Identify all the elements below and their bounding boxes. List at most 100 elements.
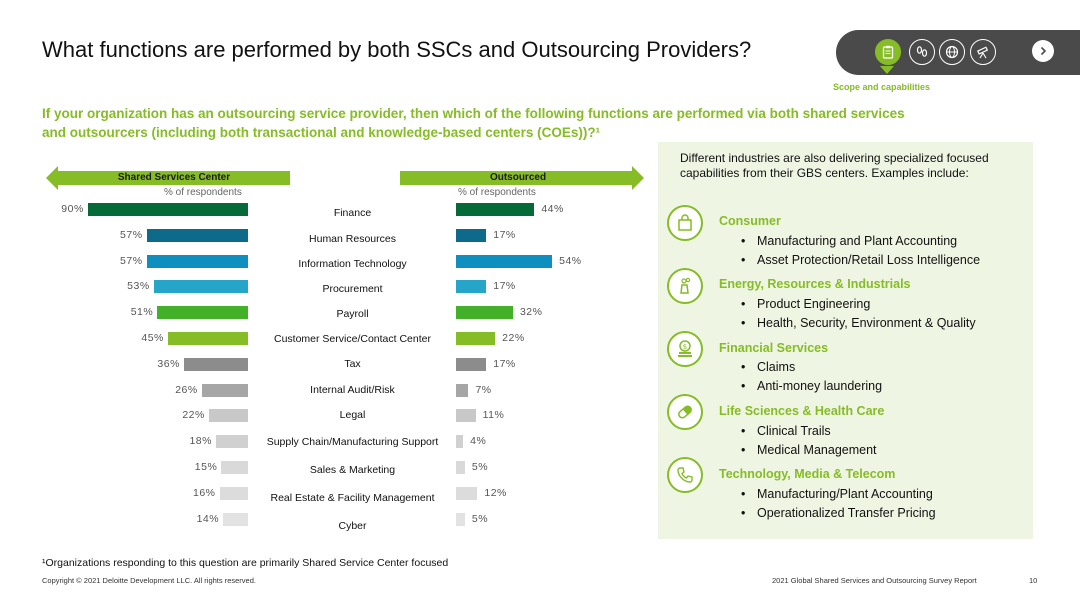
category-label: Finance — [333, 207, 372, 219]
ssc-value-label: 14% — [196, 512, 220, 525]
industry-item: Asset Protection/Retail Loss Intelligenc… — [741, 253, 980, 267]
outsourced-bar — [456, 203, 535, 216]
outsourced-value-label: 22% — [502, 332, 525, 344]
outsourced-value-label: 54% — [559, 254, 582, 267]
outsourced-header-label: Outsourced — [489, 172, 547, 183]
industry-title: Life Sciences & Health Care — [719, 404, 885, 418]
outsourced-bar — [456, 228, 487, 242]
money-icon: $ — [667, 331, 703, 367]
report-title: 2021 Global Shared Services and Outsourc… — [772, 576, 977, 585]
category-label: Payroll — [336, 308, 369, 320]
ssc-value-label: 57% — [120, 254, 143, 267]
industry-item: Manufacturing/Plant Accounting — [741, 487, 933, 501]
industry-item: Anti-money laundering — [741, 379, 882, 393]
outsourced-bar — [456, 332, 496, 345]
ssc-bar — [219, 486, 248, 500]
ssc-bar — [221, 461, 248, 474]
svg-text:$: $ — [683, 343, 687, 351]
panel-intro: Different industries are also delivering… — [680, 151, 989, 180]
outsourced-value-label: 17% — [493, 357, 516, 370]
industry-title: Consumer — [719, 214, 781, 228]
shopping-bag-icon — [667, 205, 703, 241]
factory-icon — [667, 268, 703, 304]
outsourced-value-label: 44% — [541, 203, 564, 215]
outsourced-value-label: 17% — [493, 228, 516, 241]
outsourced-value-label: 5% — [471, 461, 489, 473]
ssc-value-label: 45% — [141, 332, 164, 344]
outsourced-bar — [456, 461, 465, 474]
ssc-value-label: 57% — [120, 228, 143, 241]
ssc-bar — [215, 435, 248, 449]
category-label: Internal Audit/Risk — [310, 384, 395, 396]
outsourced-bar — [456, 280, 487, 294]
ssc-bar — [157, 306, 248, 320]
category-label: Customer Service/Contact Center — [274, 333, 431, 345]
outsourced-value-label: 17% — [493, 280, 516, 293]
industry-title: Energy, Resources & Industrials — [719, 277, 911, 291]
ssc-bar — [87, 203, 248, 216]
industry-panel — [658, 142, 1033, 539]
category-label: Information Technology — [298, 258, 407, 270]
ssc-value-label: 26% — [175, 383, 198, 396]
outsourced-bar — [456, 486, 478, 500]
outsourced-bar — [456, 512, 465, 526]
industry-item: Operationalized Transfer Pricing — [741, 506, 936, 520]
industry-title: Technology, Media & Telecom — [719, 467, 896, 481]
ssc-subheader: % of respondents — [164, 187, 242, 198]
ssc-value-label: 16% — [193, 486, 216, 499]
copyright: Copyright © 2021 Deloitte Development LL… — [42, 576, 256, 585]
outsourced-bar — [456, 435, 464, 449]
category-label: Tax — [344, 358, 361, 370]
ssc-bar — [146, 254, 248, 268]
outsourced-value-label: 11% — [482, 409, 505, 422]
ssc-value-label: 18% — [189, 435, 212, 448]
outsourced-subheader: % of respondents — [458, 187, 536, 198]
industry-item: Health, Security, Environment & Quality — [741, 316, 976, 330]
nav-caption: Scope and capabilities — [833, 82, 931, 92]
ssc-header-arrow: Shared Services Center — [46, 166, 290, 190]
telescope-icon[interactable] — [970, 39, 996, 65]
outsourced-value-label: 32% — [519, 306, 543, 319]
pill-icon — [667, 394, 703, 430]
ssc-value-label: 51% — [130, 306, 154, 319]
category-label: Cyber — [338, 520, 367, 532]
industry-item: Claims — [741, 360, 795, 374]
ssc-value-label: 36% — [157, 357, 180, 370]
ssc-bar — [208, 409, 248, 423]
ssc-value-label: 15% — [194, 461, 218, 473]
ssc-value-label: 53% — [127, 280, 150, 293]
industry-item: Manufacturing and Plant Accounting — [741, 234, 957, 248]
ssc-bar — [153, 280, 248, 294]
industry-item: Product Engineering — [741, 297, 870, 311]
phone-icon — [667, 457, 703, 493]
ssc-bar — [201, 383, 248, 397]
category-label: Supply Chain/Manufacturing Support — [266, 436, 439, 448]
next-arrow-icon[interactable] — [1032, 40, 1054, 62]
category-label: Procurement — [322, 283, 383, 295]
category-label: Sales & Marketing — [309, 464, 396, 476]
industry-item: Medical Management — [741, 443, 876, 457]
globe-icon[interactable] — [939, 39, 965, 65]
industry-title: Financial Services — [719, 341, 829, 355]
ssc-bar — [167, 332, 248, 345]
outsourced-bar — [456, 409, 476, 423]
category-label: Real Estate & Facility Management — [270, 492, 435, 504]
ssc-bar — [183, 357, 248, 371]
active-section-marker — [880, 66, 894, 74]
ssc-bar — [223, 512, 248, 526]
outsourced-value-label: 4% — [470, 435, 487, 448]
page-title: What functions are performed by both SSC… — [42, 37, 752, 62]
outsourced-header-arrow: Outsourced — [400, 166, 644, 190]
ssc-value-label: 22% — [182, 409, 205, 422]
outsourced-value-label: 5% — [471, 512, 489, 525]
outsourced-value-label: 12% — [484, 486, 507, 499]
category-label: Human Resources — [309, 233, 396, 245]
footprints-icon[interactable] — [909, 39, 935, 65]
clipboard-icon[interactable] — [875, 39, 901, 65]
survey-question: If your organization has an outsourcing … — [42, 106, 905, 140]
outsourced-bar — [456, 357, 487, 371]
outsourced-bar — [456, 306, 513, 320]
page-number: 10 — [1029, 576, 1038, 585]
outsourced-bar — [456, 383, 469, 397]
category-label: Legal — [339, 409, 366, 421]
